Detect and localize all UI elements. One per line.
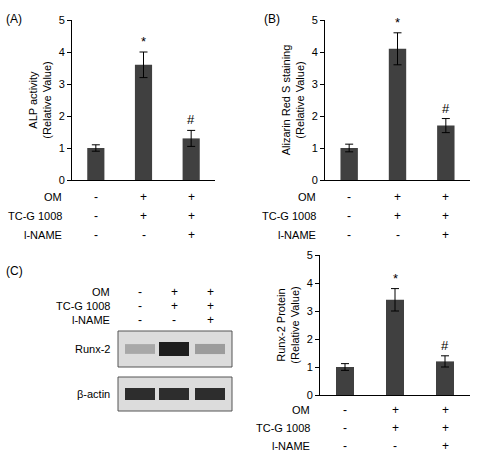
svg-text:-: - xyxy=(343,403,347,417)
svg-text:(C): (C) xyxy=(6,264,23,278)
svg-text:+: + xyxy=(140,190,147,204)
svg-text:+: + xyxy=(442,209,449,223)
svg-text:3: 3 xyxy=(59,78,65,90)
svg-text:*: * xyxy=(395,15,400,30)
svg-text:+: + xyxy=(171,285,178,299)
svg-text:TC-G 1008: TC-G 1008 xyxy=(256,422,310,434)
svg-text:-: - xyxy=(347,228,351,242)
svg-text:0: 0 xyxy=(307,389,313,401)
svg-text:-: - xyxy=(172,313,176,327)
svg-text:(B): (B) xyxy=(264,12,280,26)
svg-text:4: 4 xyxy=(312,46,318,58)
svg-text:TC-G 1008: TC-G 1008 xyxy=(56,300,110,312)
svg-text:2: 2 xyxy=(59,110,65,122)
svg-text:-: - xyxy=(343,421,347,435)
svg-text:+: + xyxy=(207,313,214,327)
svg-text:4: 4 xyxy=(307,277,313,289)
svg-text:-: - xyxy=(396,228,400,242)
svg-text:+: + xyxy=(188,228,195,242)
svg-text:+: + xyxy=(207,285,214,299)
svg-text:Runx-2: Runx-2 xyxy=(75,343,110,355)
svg-text:-: - xyxy=(347,190,351,204)
svg-text:2: 2 xyxy=(307,333,313,345)
svg-text:-: - xyxy=(138,313,142,327)
svg-text:2: 2 xyxy=(312,110,318,122)
svg-text:+: + xyxy=(392,403,399,417)
svg-text:5: 5 xyxy=(312,14,318,26)
svg-text:5: 5 xyxy=(307,249,313,261)
svg-text:(A): (A) xyxy=(6,12,22,26)
svg-text:+: + xyxy=(207,299,214,313)
svg-text:1: 1 xyxy=(307,361,313,373)
svg-text:-: - xyxy=(94,228,98,242)
svg-text:*: * xyxy=(141,34,146,49)
svg-text:-: - xyxy=(347,209,351,223)
svg-text:+: + xyxy=(442,439,449,453)
svg-text:#: # xyxy=(441,338,449,353)
svg-text:#: # xyxy=(442,101,450,116)
svg-text:+: + xyxy=(188,190,195,204)
svg-text:Runx-2 Protein(Relative Value): Runx-2 Protein(Relative Value) xyxy=(275,286,301,363)
svg-text:1: 1 xyxy=(312,142,318,154)
svg-text:3: 3 xyxy=(312,78,318,90)
svg-text:0: 0 xyxy=(59,174,65,186)
svg-text:+: + xyxy=(442,190,449,204)
svg-text:-: - xyxy=(343,439,347,453)
svg-text:TC-G 1008: TC-G 1008 xyxy=(262,210,316,222)
svg-text:l-NAME: l-NAME xyxy=(72,314,110,326)
svg-text:TC-G 1008: TC-G 1008 xyxy=(8,210,62,222)
svg-text:-: - xyxy=(138,299,142,313)
svg-text:+: + xyxy=(171,299,178,313)
svg-text:OM: OM xyxy=(92,286,110,298)
svg-text:3: 3 xyxy=(307,305,313,317)
svg-text:-: - xyxy=(94,209,98,223)
svg-text:+: + xyxy=(140,209,147,223)
svg-text:l-NAME: l-NAME xyxy=(278,229,316,241)
svg-text:l-NAME: l-NAME xyxy=(24,229,62,241)
svg-text:*: * xyxy=(393,271,398,286)
svg-text:OM: OM xyxy=(292,404,310,416)
svg-text:5: 5 xyxy=(59,14,65,26)
svg-text:+: + xyxy=(394,209,401,223)
svg-text:β-actin: β-actin xyxy=(77,388,110,400)
svg-text:Alizarin Red S staining(Relati: Alizarin Red S staining(Relative Value) xyxy=(280,45,306,156)
svg-text:+: + xyxy=(442,228,449,242)
svg-text:-: - xyxy=(94,190,98,204)
svg-text:+: + xyxy=(392,421,399,435)
svg-text:+: + xyxy=(442,403,449,417)
svg-text:4: 4 xyxy=(59,46,65,58)
svg-text:l-NAME: l-NAME xyxy=(272,440,310,452)
svg-text:ALP activity(Relative Value): ALP activity(Relative Value) xyxy=(27,61,53,138)
svg-text:+: + xyxy=(394,190,401,204)
svg-text:OM: OM xyxy=(298,191,316,203)
svg-text:-: - xyxy=(138,285,142,299)
svg-text:-: - xyxy=(393,439,397,453)
svg-text:0: 0 xyxy=(312,174,318,186)
svg-text:OM: OM xyxy=(44,191,62,203)
svg-text:#: # xyxy=(187,112,195,127)
svg-text:+: + xyxy=(188,209,195,223)
svg-text:+: + xyxy=(442,421,449,435)
svg-text:-: - xyxy=(142,228,146,242)
svg-text:1: 1 xyxy=(59,142,65,154)
